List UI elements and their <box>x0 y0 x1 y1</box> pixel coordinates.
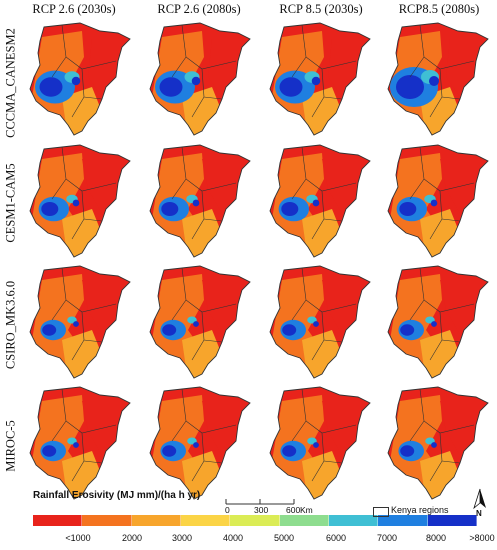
row-header-miroc: MIROC-5 <box>3 419 18 472</box>
legend-swatch <box>279 515 329 526</box>
scale-unit: Km <box>300 505 313 515</box>
region-legend-label: Kenya regions <box>391 505 449 515</box>
legend-swatch <box>328 515 379 526</box>
erosivity-map-panel <box>22 260 138 385</box>
legend-tick-label: >8000 <box>469 533 495 543</box>
erosivity-map-panel <box>380 139 496 264</box>
legend-title: Rainfall Erosivity (MJ mm)/(ha h yr) <box>33 490 201 501</box>
legend-swatch <box>82 515 132 526</box>
row-header-csiro: CSIRO_MK3.6.0 <box>3 280 18 369</box>
scale-label-300: 300 <box>254 505 269 515</box>
legend-swatch <box>180 515 231 526</box>
erosivity-map-panel <box>380 17 496 142</box>
erosivity-map-panel <box>22 17 138 142</box>
region-legend-swatch <box>373 507 389 517</box>
legend-swatch <box>427 515 477 526</box>
row-header-cccma: CCCMA_CANESM2 <box>3 27 18 138</box>
erosivity-map-panel <box>22 381 138 506</box>
legend-tick-label: 6000 <box>325 533 347 543</box>
erosivity-map-panel <box>380 381 496 506</box>
scale-bar <box>225 499 295 505</box>
legend-tick-label: 8000 <box>425 533 447 543</box>
erosivity-map-panel <box>142 381 258 506</box>
legend-tick-label: 5000 <box>273 533 295 543</box>
erosivity-map-panel <box>262 260 378 385</box>
erosivity-map-panel <box>262 17 378 142</box>
column-header-rcp85-2080s: RCP8.5 (2080s) <box>398 2 480 16</box>
legend-tick-label: 3000 <box>171 533 193 543</box>
legend-color-bar <box>33 515 477 526</box>
erosivity-map-panel <box>262 381 378 506</box>
legend-swatch <box>230 515 280 526</box>
erosivity-map-panel <box>380 260 496 385</box>
legend-tick-label: 7000 <box>376 533 398 543</box>
legend-tick-label: 2000 <box>121 533 143 543</box>
erosivity-map-panel <box>142 17 258 142</box>
north-arrow-icon <box>473 488 486 510</box>
erosivity-map-panel <box>22 139 138 264</box>
legend-swatch <box>378 515 428 526</box>
legend-swatch <box>131 515 181 526</box>
legend-tick-label: <1000 <box>65 533 91 543</box>
erosivity-map-panel <box>142 260 258 385</box>
scale-label-600: 600 <box>286 505 301 515</box>
column-header-rcp26-2030s: RCP 2.6 (2030s) <box>32 2 116 16</box>
legend-swatch <box>33 515 83 526</box>
erosivity-map-panel <box>262 139 378 264</box>
row-header-cesm1: CESM1-CAM5 <box>3 162 18 243</box>
north-label: N <box>476 509 482 518</box>
scale-label-0: 0 <box>225 505 230 515</box>
erosivity-map-panel <box>142 139 258 264</box>
column-header-rcp26-2080s: RCP 2.6 (2080s) <box>157 2 241 16</box>
legend-tick-label: 4000 <box>222 533 244 543</box>
column-header-rcp85-2030s: RCP 8.5 (2030s) <box>279 2 363 16</box>
